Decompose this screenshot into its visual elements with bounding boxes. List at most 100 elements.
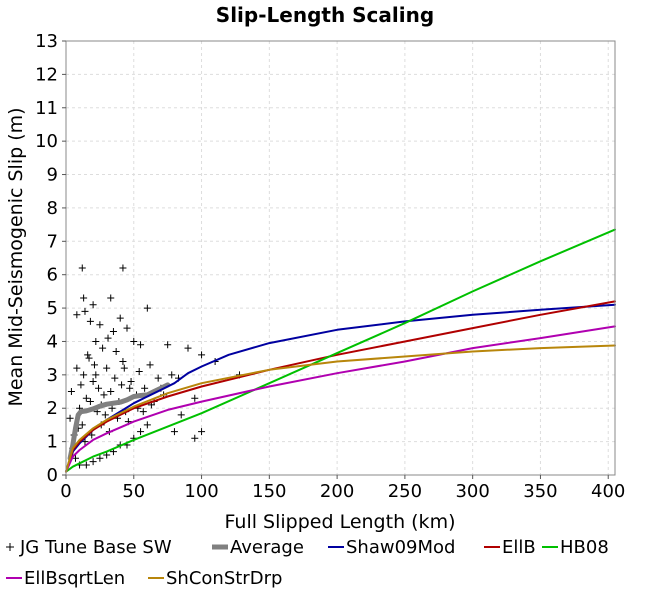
legend-label: ShConStrDrp — [166, 568, 282, 589]
legend: JG Tune Base SW Average Shaw09Mod EllB HB08 E… — [6, 537, 609, 589]
scatter-point — [137, 341, 145, 349]
y-tick-label: 0 — [47, 465, 58, 486]
y-tick-label: 2 — [47, 398, 58, 419]
scatter-point — [78, 421, 86, 429]
y-tick-label: 12 — [35, 64, 58, 85]
scatter-point — [123, 324, 131, 332]
legend-label: JG Tune Base SW — [19, 537, 172, 558]
legend-item: EllBsqrtLen — [6, 568, 125, 589]
legend-marker — [6, 543, 14, 551]
scatter-point — [103, 364, 111, 372]
scatter-point — [119, 357, 127, 365]
y-tick-label: 13 — [35, 31, 58, 52]
scatter-point — [71, 454, 79, 462]
y-tick-label: 11 — [35, 98, 58, 119]
scatter-point — [101, 411, 109, 419]
plot-frame — [65, 40, 616, 476]
legend-label: HB08 — [560, 537, 609, 558]
y-tick-label: 9 — [47, 165, 58, 186]
scatter-point — [80, 371, 88, 379]
scatter-point — [120, 364, 128, 372]
scatter-point — [95, 384, 103, 392]
x-tick-label: 300 — [455, 481, 489, 502]
scatter-point — [92, 337, 100, 345]
scatter-point — [112, 347, 120, 355]
x-tick-label: 200 — [320, 481, 354, 502]
scatter-point — [164, 341, 172, 349]
scatter-point — [143, 421, 151, 429]
scatter-point — [92, 371, 100, 379]
x-tick-label: 400 — [591, 481, 625, 502]
legend-item: ShConStrDrp — [148, 568, 282, 589]
series-line-shaw09mod — [65, 303, 616, 473]
scatter-point — [86, 398, 94, 406]
scatter-point — [107, 388, 115, 396]
scatter-point — [191, 434, 199, 442]
grid — [65, 40, 615, 476]
scatter-point — [111, 374, 119, 382]
series-line-average — [67, 382, 171, 461]
scatter-point — [116, 314, 124, 322]
y-tick-label: 10 — [35, 131, 58, 152]
scatter-point — [154, 374, 162, 382]
legend-item: EllB — [484, 537, 536, 558]
y-tick-label: 3 — [47, 365, 58, 386]
legend-label: EllBsqrtLen — [24, 568, 125, 589]
scatter-point — [130, 337, 138, 345]
series-line-hb08 — [65, 228, 616, 473]
axes: 0 50 100 150 200 250 300 350 4000123456789101112… — [35, 31, 625, 502]
scatter-point — [107, 294, 115, 302]
y-axis-label: Mean Mid-Seismogenic Slip (m) — [5, 107, 27, 406]
scatter-point — [77, 381, 85, 389]
y-tick-label: 6 — [47, 265, 58, 286]
scatter-point — [143, 304, 151, 312]
x-axis-label: Full Slipped Length (km) — [225, 511, 456, 533]
scatter-point — [78, 264, 86, 272]
scatter-point — [66, 414, 74, 422]
x-tick-label: 50 — [122, 481, 145, 502]
scatter-point — [84, 351, 92, 359]
x-tick-label: 150 — [252, 481, 286, 502]
scatter-point — [139, 408, 147, 416]
scatter-point — [119, 264, 127, 272]
x-tick-label: 0 — [60, 481, 71, 502]
series-line-shconstrdrp — [65, 344, 616, 473]
scatter-point — [89, 301, 97, 309]
scatter-point — [109, 327, 117, 335]
scatter-point — [170, 428, 178, 436]
scatter-point — [198, 351, 206, 359]
scatter-point — [90, 361, 98, 369]
scatter-point — [82, 461, 90, 469]
scatter-point — [73, 311, 81, 319]
legend-label: EllB — [502, 537, 536, 558]
scatter-point — [177, 411, 185, 419]
scatter-point — [184, 344, 192, 352]
scatter-point — [104, 334, 112, 342]
scatter-point — [198, 428, 206, 436]
scatter-point — [89, 458, 97, 466]
scatter-point — [127, 378, 135, 386]
series-line-ellb — [65, 300, 616, 473]
legend-label: Average — [230, 537, 304, 558]
scatter-point — [146, 361, 154, 369]
y-tick-label: 8 — [47, 198, 58, 219]
scatter-point — [96, 321, 104, 329]
scatter-point — [191, 394, 199, 402]
scatter-point — [73, 364, 81, 372]
scatter-point — [99, 344, 107, 352]
scatter-point — [135, 368, 143, 376]
y-tick-label: 7 — [47, 231, 58, 252]
scatter-point — [141, 384, 149, 392]
scatter-point — [67, 388, 75, 396]
scatter-point — [96, 454, 104, 462]
legend-label: Shaw09Mod — [346, 537, 455, 558]
x-tick-label: 350 — [523, 481, 557, 502]
scatter-point — [118, 381, 126, 389]
y-tick-label: 4 — [47, 331, 58, 352]
scatter-point — [80, 294, 88, 302]
x-tick-label: 100 — [184, 481, 218, 502]
legend-item: Average — [212, 537, 304, 558]
y-tick-label: 5 — [47, 298, 58, 319]
